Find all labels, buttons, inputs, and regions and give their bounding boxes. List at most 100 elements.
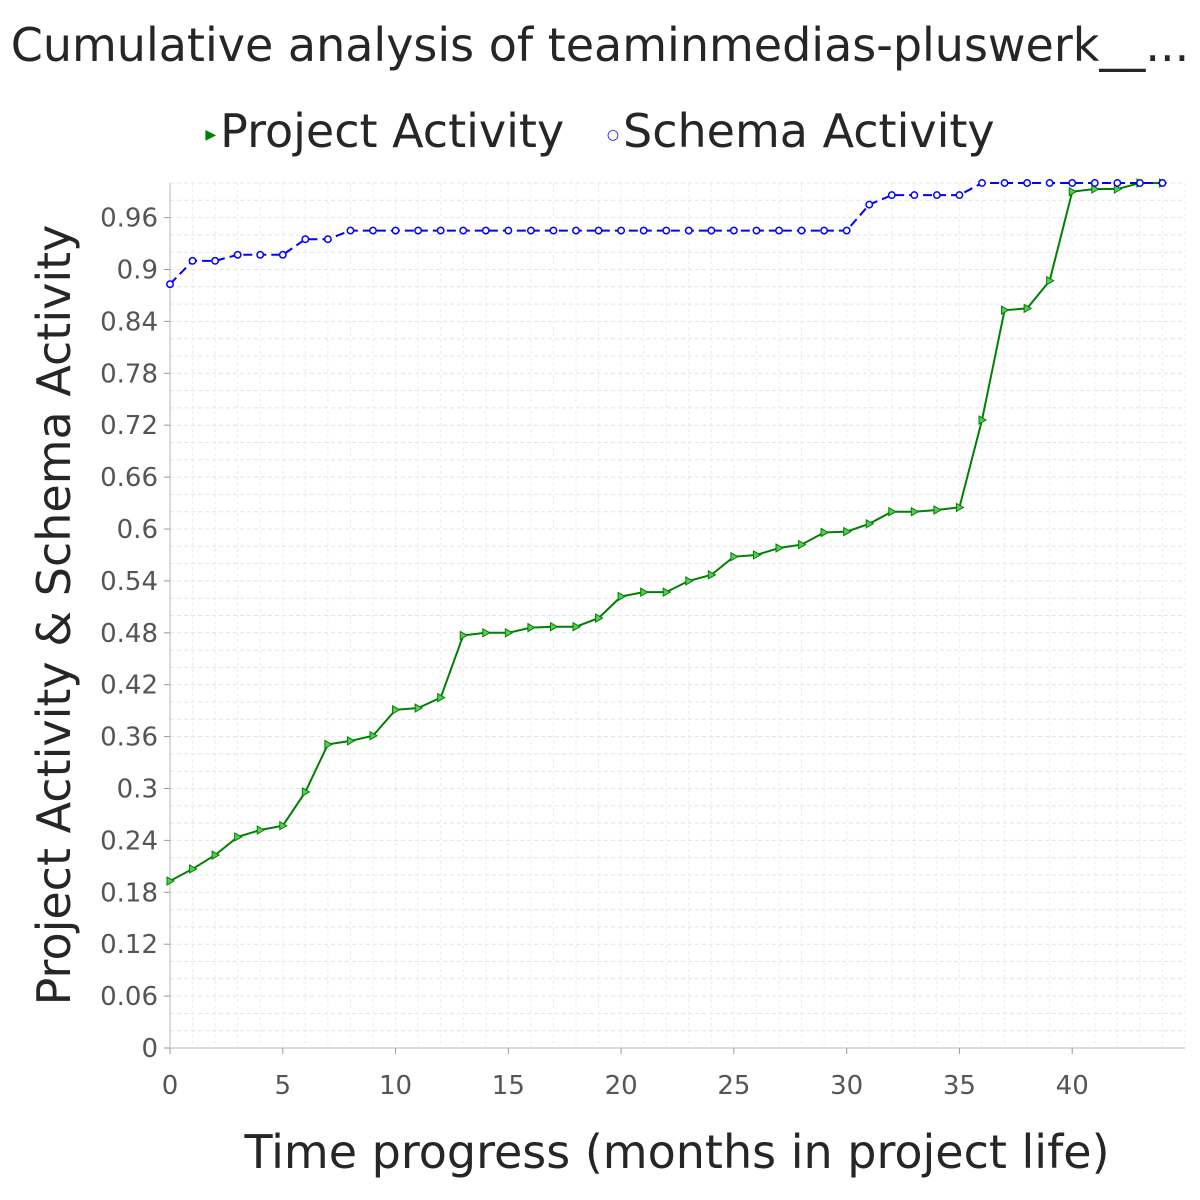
y-axis-title: Project Activity & Schema Activity (27, 225, 81, 1006)
y-tick-label: 0.3 (117, 775, 158, 805)
project-point (910, 506, 920, 517)
tick-labels: 0 0.06 0.12 0.18 0.24 0.3 0.36 0.42 0.48 0.54 0.6 0… (100, 204, 1089, 1101)
project-point (572, 621, 582, 632)
y-tick-label: 0.6 (117, 515, 158, 545)
project-point (933, 505, 942, 515)
schema-point (955, 191, 964, 200)
x-tick-label: 5 (275, 1071, 292, 1101)
schema-point (684, 226, 693, 235)
project-point (752, 550, 762, 560)
schema-point (842, 226, 851, 235)
project-point (369, 730, 379, 741)
schema-point (594, 226, 603, 235)
x-tick-label: 20 (605, 1071, 638, 1101)
project-point (1046, 275, 1055, 286)
project-point (1068, 186, 1078, 197)
schema-point (256, 250, 265, 259)
schema-point (865, 200, 874, 209)
schema-point (391, 226, 400, 235)
schema-point (775, 226, 783, 235)
x-tick-label: 15 (492, 1071, 525, 1101)
schema-point (346, 226, 355, 235)
legend-label-schema: Schema Activity (623, 104, 995, 158)
y-tick-label: 0.96 (100, 204, 158, 234)
y-tick-label: 0.18 (100, 878, 158, 908)
series-line-schema (169, 182, 1163, 285)
schema-point (1045, 179, 1054, 187)
legend: ▶Project Activity ○Schema Activity (0, 104, 1200, 158)
schema-point (910, 191, 919, 200)
y-tick-label: 0.24 (100, 826, 158, 856)
y-tick-label: 0.72 (100, 411, 158, 441)
project-point (617, 591, 627, 602)
schema-point (166, 280, 174, 289)
project-point (346, 736, 356, 746)
x-tick-label: 35 (943, 1071, 976, 1101)
series (166, 178, 1168, 886)
schema-point (1113, 179, 1122, 187)
y-tick-label: 0.84 (100, 307, 158, 337)
y-tick-label: 0.12 (100, 930, 158, 960)
project-point (414, 703, 424, 713)
y-tick-label: 0.36 (100, 723, 158, 753)
legend-label-project: Project Activity (220, 104, 565, 158)
schema-point (211, 256, 220, 265)
project-point (549, 621, 559, 632)
project-point (707, 569, 717, 580)
schema-point (188, 256, 197, 265)
schema-point (752, 226, 761, 235)
y-tick-label: 0.06 (100, 982, 158, 1012)
project-point (730, 551, 739, 562)
project-point (1113, 184, 1123, 194)
project-point (234, 832, 243, 842)
y-tick-label: 0.9 (117, 256, 158, 286)
schema-point (820, 226, 829, 235)
project-point (1091, 184, 1100, 194)
axes (164, 183, 1185, 1054)
x-axis-title: Time progress (months in project life) (243, 1125, 1109, 1179)
schema-point (707, 226, 716, 235)
project-point (798, 539, 807, 550)
legend-item-schema: ○Schema Activity (607, 104, 995, 158)
schema-point (662, 226, 671, 235)
schema-point (1000, 179, 1009, 187)
project-point (888, 506, 897, 517)
project-point (504, 627, 514, 638)
project-point (256, 825, 266, 835)
schema-point (1068, 179, 1077, 187)
project-point (437, 692, 446, 703)
schema-point (504, 226, 513, 235)
schema-point (617, 226, 626, 235)
schema-point (369, 226, 377, 235)
y-tick-label: 0.78 (100, 359, 158, 389)
project-point (843, 526, 852, 537)
project-point (978, 415, 988, 425)
project-point (527, 622, 536, 633)
schema-point (887, 191, 896, 200)
schema-point (323, 235, 332, 244)
schema-point (572, 226, 580, 235)
project-point (595, 613, 604, 623)
schema-point (1090, 179, 1099, 187)
x-tick-label: 30 (830, 1071, 863, 1101)
schema-point (481, 226, 490, 235)
schema-point (549, 226, 558, 235)
project-point (640, 587, 649, 598)
project-point (324, 739, 333, 750)
schema-point (639, 226, 648, 235)
schema-point (797, 226, 806, 235)
project-point (1023, 303, 1033, 314)
schema-point (526, 226, 535, 235)
project-point (482, 627, 491, 638)
schema-point (436, 226, 445, 235)
schema-point (1135, 179, 1144, 187)
project-point (392, 704, 401, 715)
legend-item-project: ▶Project Activity (205, 104, 564, 158)
y-tick-label: 0 (141, 1034, 158, 1064)
schema-point (1023, 179, 1032, 187)
project-point (1001, 305, 1010, 316)
project-point (865, 518, 875, 529)
schema-point (978, 179, 986, 187)
y-tick-label: 0.66 (100, 463, 158, 493)
